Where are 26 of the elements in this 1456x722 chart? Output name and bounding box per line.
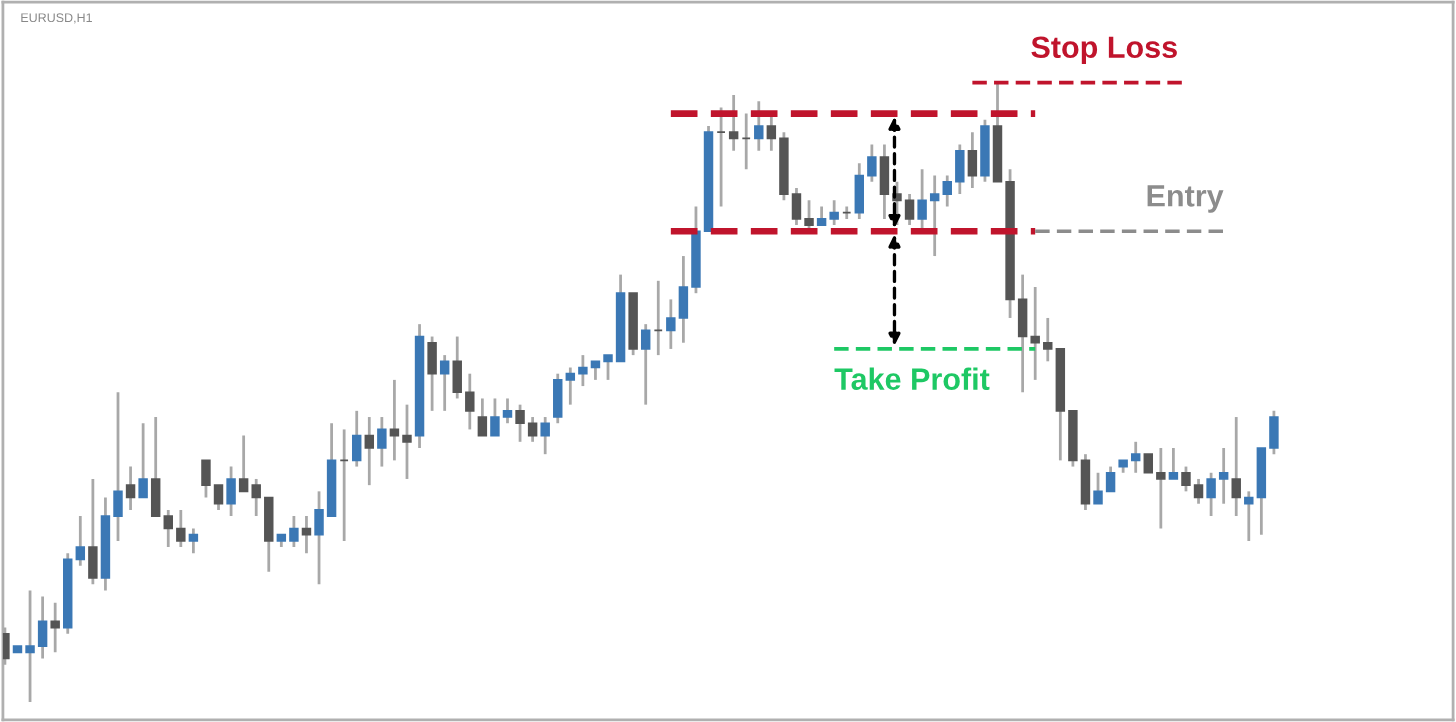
candlestick bbox=[427, 335, 437, 413]
candlestick bbox=[125, 465, 136, 512]
series-label: Stop Loss bbox=[1031, 36, 1177, 65]
candlestick bbox=[540, 415, 550, 456]
candlestick bbox=[728, 93, 739, 153]
candlestick bbox=[754, 99, 764, 153]
candlestick bbox=[967, 130, 978, 190]
candlestick bbox=[640, 322, 651, 407]
candlestick bbox=[1168, 446, 1179, 481]
candlestick bbox=[150, 415, 161, 518]
candlestick bbox=[1231, 415, 1241, 518]
series-label: Entry bbox=[1147, 185, 1224, 213]
candlestick bbox=[138, 421, 148, 499]
candlestick bbox=[301, 514, 312, 555]
candlestick bbox=[188, 527, 199, 555]
series-label: Take Profit bbox=[834, 367, 990, 390]
candlestick bbox=[553, 372, 563, 425]
candlestick bbox=[364, 415, 375, 487]
candlestick bbox=[226, 465, 236, 518]
candlestick bbox=[75, 514, 86, 568]
candlestick bbox=[377, 415, 387, 468]
candlestick bbox=[88, 477, 98, 586]
candlestick bbox=[351, 409, 362, 468]
candlestick bbox=[477, 397, 488, 438]
candlestick bbox=[439, 353, 450, 413]
candlestick bbox=[50, 601, 60, 654]
